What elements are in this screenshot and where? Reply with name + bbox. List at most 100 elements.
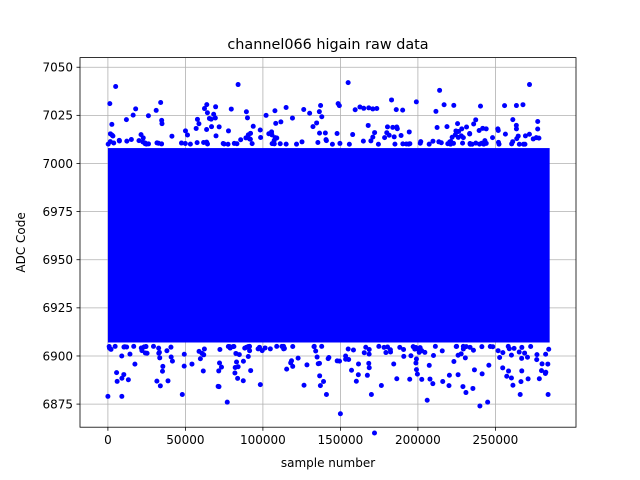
sample-point	[386, 132, 392, 138]
sample-point	[143, 141, 149, 147]
sample-point	[513, 103, 519, 109]
sample-point	[355, 361, 361, 367]
sample-point	[169, 133, 175, 139]
sample-point	[132, 361, 138, 367]
sample-point	[390, 124, 396, 130]
sample-point	[110, 133, 116, 139]
sample-point	[283, 104, 289, 110]
sample-point	[235, 375, 241, 381]
sample-point	[444, 124, 450, 130]
sample-point	[364, 372, 370, 378]
sample-point	[107, 101, 113, 107]
sample-point	[196, 121, 202, 127]
sample-point	[290, 343, 296, 349]
sample-point	[182, 140, 188, 146]
outlier-point-12	[413, 99, 419, 105]
sample-point	[194, 116, 200, 122]
sample-point	[317, 373, 323, 379]
data-points	[105, 80, 552, 436]
sample-point	[471, 121, 477, 127]
x-tick-label-2: 100000	[240, 433, 286, 447]
sample-point	[383, 350, 389, 356]
sample-point	[225, 141, 231, 147]
sample-point	[216, 384, 222, 390]
sample-point	[157, 383, 163, 389]
sample-point	[513, 126, 519, 132]
sample-point	[156, 349, 162, 355]
dense-sample-band	[107, 148, 550, 343]
sample-point	[516, 141, 522, 147]
sample-point	[509, 141, 515, 147]
sample-point	[510, 382, 516, 388]
sample-point	[508, 375, 514, 381]
sample-point	[534, 357, 540, 363]
sample-point	[317, 383, 323, 389]
sample-point	[450, 140, 456, 146]
sample-point	[181, 363, 187, 369]
sample-point	[204, 110, 210, 116]
sample-point	[543, 351, 549, 357]
sample-point	[361, 350, 367, 356]
outlier-point-13	[424, 397, 430, 403]
sample-point	[216, 124, 222, 130]
sample-point	[189, 361, 195, 367]
sample-point	[299, 139, 305, 145]
sample-point	[401, 353, 407, 359]
sample-point	[403, 141, 409, 147]
sample-point	[249, 141, 255, 147]
sample-point	[528, 343, 534, 349]
sample-point	[368, 138, 374, 144]
sample-point	[508, 352, 514, 358]
sample-point	[201, 106, 207, 112]
sample-point	[504, 373, 510, 379]
x-axis-label: sample number	[281, 456, 375, 470]
sample-point	[513, 122, 519, 128]
sample-point	[487, 344, 493, 350]
sample-point	[157, 355, 163, 361]
sample-point	[422, 349, 428, 355]
outlier-point-5	[235, 82, 241, 88]
sample-point	[154, 378, 160, 384]
sample-point	[181, 351, 187, 357]
sample-point	[412, 346, 418, 352]
sample-point	[243, 135, 249, 141]
sample-point	[217, 346, 223, 352]
sample-point	[243, 109, 249, 115]
sample-point	[506, 346, 512, 352]
sample-point	[112, 343, 118, 349]
sample-point	[545, 361, 551, 367]
sample-point	[471, 367, 477, 373]
outlier-point-20	[545, 391, 551, 397]
sample-point	[301, 106, 307, 112]
sample-point	[329, 141, 335, 147]
sample-point	[407, 376, 413, 382]
sample-point	[227, 345, 233, 351]
sample-point	[460, 343, 466, 349]
sample-point	[391, 361, 397, 367]
sample-point	[257, 127, 263, 133]
sample-point	[310, 124, 316, 130]
sample-point	[495, 126, 501, 132]
sample-point	[322, 130, 328, 136]
sample-point	[136, 138, 142, 144]
sample-point	[238, 137, 244, 143]
sample-point	[467, 131, 473, 137]
sample-point	[346, 141, 352, 147]
sample-point	[213, 133, 219, 139]
sample-point	[169, 358, 175, 364]
sample-point	[397, 344, 403, 350]
outlier-point-11	[389, 97, 395, 103]
sample-point	[159, 368, 165, 374]
sample-point	[511, 345, 517, 351]
outlier-point-2	[119, 393, 125, 399]
sample-point	[221, 141, 227, 147]
sample-point	[160, 363, 166, 369]
sample-point	[240, 378, 246, 384]
chart-title: channel066 higain raw data	[227, 37, 428, 53]
sample-point	[116, 138, 122, 144]
sample-point	[240, 358, 246, 364]
sample-point	[216, 368, 222, 374]
sample-point	[317, 130, 323, 136]
x-tick-label-0: 0	[104, 433, 112, 447]
sample-point	[343, 353, 349, 359]
